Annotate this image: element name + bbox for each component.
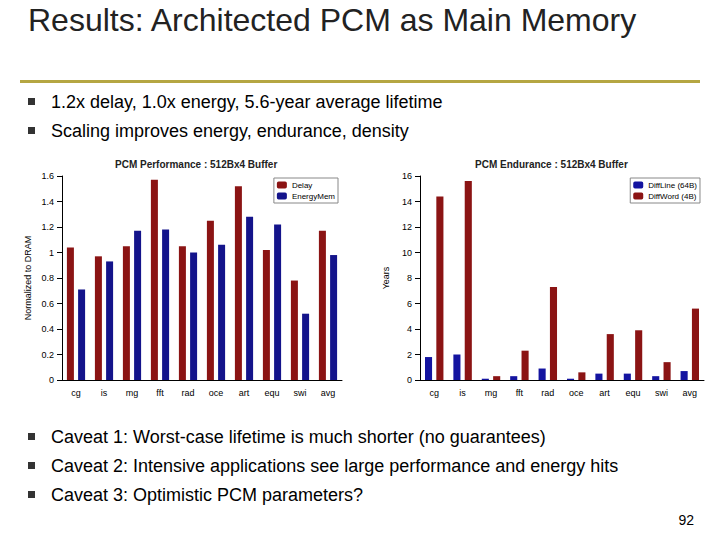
svg-text:mg: mg — [126, 388, 139, 398]
svg-text:8: 8 — [407, 273, 412, 283]
svg-text:0.6: 0.6 — [41, 299, 54, 309]
html-text:Caveat 3: Optimistic PCM param: Caveat 3: Optimistic PCM parameters? — [51, 485, 364, 505]
svg-text:equ: equ — [625, 388, 640, 398]
svg-text:art: art — [599, 388, 610, 398]
svg-text:EnergyMem: EnergyMem — [292, 192, 335, 201]
svg-text:oce: oce — [209, 388, 224, 398]
svg-text:mg: mg — [485, 388, 498, 398]
svg-text:avg: avg — [683, 388, 698, 398]
svg-text:4: 4 — [407, 324, 412, 334]
svg-text:0: 0 — [49, 375, 54, 385]
svg-text:0.2: 0.2 — [41, 350, 54, 360]
svg-text:fft: fft — [156, 388, 164, 398]
svg-text:Delay: Delay — [292, 181, 312, 190]
svg-text:PCM Endurance : 512Bx4 Buffer: PCM Endurance : 512Bx4 Buffer — [475, 159, 628, 170]
html-text:Results: Architected PCM as Ma: Results: Architected PCM as Main Memory — [28, 2, 637, 38]
svg-text:1.6: 1.6 — [41, 171, 54, 181]
svg-text:1.2: 1.2 — [41, 222, 54, 232]
svg-text:0: 0 — [407, 375, 412, 385]
svg-text:equ: equ — [264, 388, 279, 398]
html-text:92: 92 — [678, 512, 694, 528]
svg-text:2: 2 — [407, 350, 412, 360]
html-text:Scaling improves energy, endur: Scaling improves energy, endurance, dens… — [51, 121, 409, 141]
svg-text:avg: avg — [321, 388, 336, 398]
svg-text:1.4: 1.4 — [41, 197, 54, 207]
svg-text:is: is — [101, 388, 108, 398]
svg-text:cg: cg — [429, 388, 439, 398]
html-text:1.2x delay, 1.0x energy, 5.6-y: 1.2x delay, 1.0x energy, 5.6-year averag… — [51, 92, 443, 112]
svg-text:1: 1 — [49, 248, 54, 258]
svg-text:Normalized to DRAM: Normalized to DRAM — [23, 236, 33, 321]
svg-text:rad: rad — [181, 388, 194, 398]
svg-text:Years: Years — [381, 266, 391, 289]
svg-text:PCM Performance : 512Bx4 Buffe: PCM Performance : 512Bx4 Buffer — [115, 159, 277, 170]
svg-text:6: 6 — [407, 299, 412, 309]
svg-text:12: 12 — [402, 222, 412, 232]
svg-text:cg: cg — [71, 388, 81, 398]
svg-text:DiffWord (4B): DiffWord (4B) — [648, 192, 696, 201]
svg-text:swi: swi — [294, 388, 307, 398]
svg-text:is: is — [459, 388, 466, 398]
svg-text:art: art — [239, 388, 250, 398]
svg-text:DiffLine (64B): DiffLine (64B) — [648, 181, 697, 190]
html-text:Caveat 1: Worst-case lifetime: Caveat 1: Worst-case lifetime is much sh… — [51, 427, 546, 447]
html-text:Caveat 2: Intensive applicatio: Caveat 2: Intensive applications see lar… — [51, 456, 619, 476]
svg-text:14: 14 — [402, 197, 412, 207]
svg-text:16: 16 — [402, 171, 412, 181]
svg-text:fft: fft — [516, 388, 524, 398]
svg-text:oce: oce — [569, 388, 584, 398]
svg-text:swi: swi — [655, 388, 668, 398]
svg-text:10: 10 — [402, 248, 412, 258]
svg-text:rad: rad — [541, 388, 554, 398]
svg-text:0.8: 0.8 — [41, 273, 54, 283]
svg-text:0.4: 0.4 — [41, 324, 54, 334]
